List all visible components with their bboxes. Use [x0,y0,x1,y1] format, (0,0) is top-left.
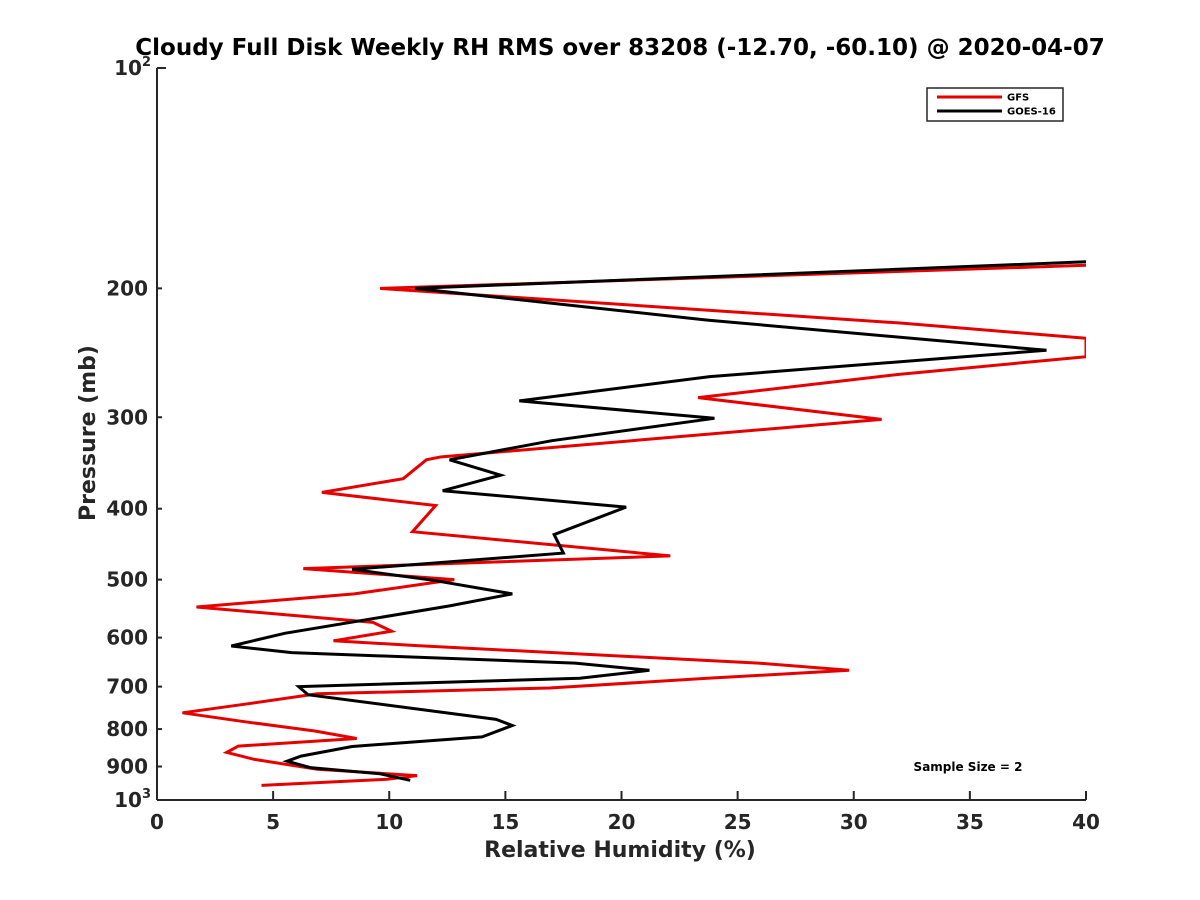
legend-label: GFS [1007,93,1029,104]
y-tick-label: 300 [106,405,148,429]
sample-size-annotation: Sample Size = 2 [914,760,1023,774]
x-tick-label: 5 [266,810,280,834]
legend-box [926,87,1064,122]
y-tick-label: 700 [106,675,148,699]
series-layer [182,260,1086,787]
x-axis-label: Relative Humidity (%) [484,838,756,863]
series-line-goes-16 [230,260,1086,782]
y-axis-label: Pressure (mb) [76,345,101,521]
y-tick-label: 400 [106,497,148,521]
series-line-gfs [182,263,1086,787]
x-tick-label: 15 [491,810,519,834]
x-tick-label: 35 [956,810,984,834]
x-tick-label: 0 [150,810,164,834]
legend: GFS GOES-16 [926,87,1064,122]
y-tick-label: 200 [106,276,148,300]
y-tick-label: 800 [106,717,148,741]
chart-title: Cloudy Full Disk Weekly RH RMS over 8320… [135,35,1104,61]
x-tick-label: 25 [724,810,752,834]
y-tick-label: 900 [106,755,148,779]
y-tick-label: 102 [114,55,151,80]
x-tick-label: 30 [840,810,868,834]
y-tick-label: 500 [106,568,148,592]
y-tick-label: 103 [114,787,151,812]
x-tick-label: 40 [1072,810,1100,834]
x-tick-label: 20 [608,810,636,834]
ticks-layer: 0 5 10 15 20 25 30 35 40 102 200 300 400 500 600 700 800… [106,55,1100,834]
x-tick-label: 10 [375,810,403,834]
y-tick-label: 600 [106,626,148,650]
legend-label: GOES-16 [1007,107,1056,118]
